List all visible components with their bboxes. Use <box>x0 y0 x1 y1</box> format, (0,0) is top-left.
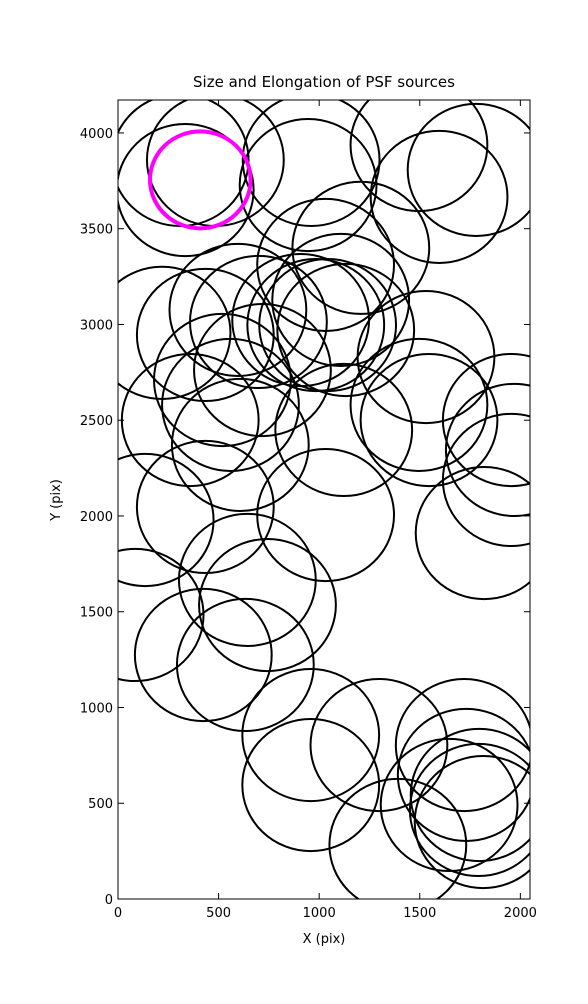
y-tick-label: 0 <box>105 893 113 908</box>
y-tick-label: 1500 <box>80 606 113 621</box>
ellipse <box>291 180 431 315</box>
ellipse <box>359 352 499 488</box>
ellipse <box>153 312 292 448</box>
ellipse <box>413 754 530 890</box>
ellipse <box>168 242 308 377</box>
ellipse <box>271 232 411 368</box>
x-tick-label: 1000 <box>303 906 336 921</box>
ellipse <box>328 777 468 899</box>
y-axis-label: Y (pix) <box>49 479 64 522</box>
ellipse <box>309 677 449 813</box>
ellipse <box>408 742 530 877</box>
y-tick-label: 2500 <box>80 414 113 429</box>
ellipse <box>444 382 530 517</box>
chart-title: Size and Elongation of PSF sources <box>193 73 455 91</box>
ellipse <box>349 337 489 472</box>
ellipse <box>241 667 381 803</box>
ellipse <box>414 465 530 601</box>
ellipse <box>238 117 378 253</box>
ellipse <box>135 439 275 575</box>
ellipse <box>193 302 332 438</box>
ellipse <box>276 262 416 398</box>
y-tick-label: 3500 <box>80 223 113 238</box>
ellipse <box>133 587 273 723</box>
ellipse <box>409 727 530 863</box>
y-tick-label: 4000 <box>80 127 113 142</box>
x-axis-label: X (pix) <box>303 932 346 947</box>
ellipse <box>396 707 530 842</box>
ellipse <box>369 129 509 264</box>
y-tick-label: 3000 <box>80 318 113 333</box>
ellipse <box>170 377 310 512</box>
ellipse <box>441 412 530 548</box>
ellipse <box>241 717 381 853</box>
ellipse <box>198 537 337 673</box>
ellipse <box>406 102 530 237</box>
x-tick-label: 2000 <box>504 906 537 921</box>
ellipse <box>241 100 381 227</box>
x-tick-label: 0 <box>114 906 122 921</box>
ellipse <box>161 337 300 472</box>
ellipse <box>256 447 396 583</box>
plot-area <box>118 100 530 899</box>
plot-frame <box>117 99 531 900</box>
ellipse <box>177 512 317 648</box>
ellipse <box>118 452 215 588</box>
ellipse <box>441 352 530 488</box>
ellipse <box>394 677 530 813</box>
ellipse <box>246 257 386 393</box>
ellipse <box>118 122 255 258</box>
y-tick-label: 2000 <box>80 510 113 525</box>
y-tick-label: 1000 <box>80 701 113 716</box>
ellipse <box>274 362 414 498</box>
x-tick-label: 500 <box>206 906 231 921</box>
x-tick-label: 1500 <box>403 906 436 921</box>
ellipse <box>118 100 250 227</box>
ellipse <box>118 547 205 683</box>
ellipse <box>147 129 253 231</box>
y-tick-label: 500 <box>88 797 113 812</box>
ellipse <box>118 265 232 400</box>
ellipse <box>379 737 519 873</box>
ellipse <box>175 597 315 733</box>
ellipse <box>356 289 496 425</box>
ellipse <box>120 352 260 488</box>
